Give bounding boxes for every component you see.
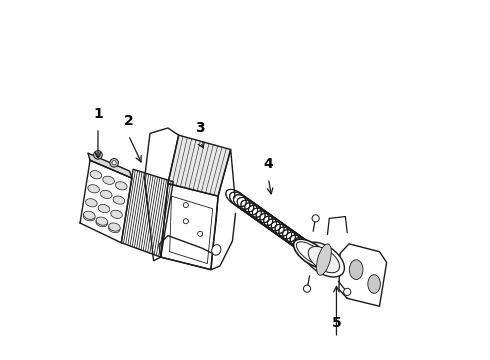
Circle shape	[197, 231, 203, 236]
Ellipse shape	[303, 242, 344, 277]
Polygon shape	[145, 128, 179, 261]
Ellipse shape	[349, 260, 363, 279]
Circle shape	[312, 215, 319, 222]
Ellipse shape	[84, 211, 95, 219]
Ellipse shape	[113, 196, 124, 204]
Ellipse shape	[98, 204, 110, 213]
Ellipse shape	[317, 244, 331, 275]
Ellipse shape	[111, 210, 122, 219]
Circle shape	[112, 161, 116, 165]
Text: 4: 4	[264, 157, 273, 171]
Polygon shape	[161, 184, 218, 270]
Ellipse shape	[86, 199, 97, 207]
Polygon shape	[80, 160, 132, 243]
Ellipse shape	[294, 239, 329, 268]
Text: 2: 2	[123, 114, 133, 128]
Ellipse shape	[116, 182, 127, 190]
Text: 3: 3	[196, 121, 205, 135]
Ellipse shape	[212, 245, 221, 255]
Polygon shape	[88, 153, 132, 178]
Circle shape	[343, 288, 351, 296]
Ellipse shape	[109, 223, 120, 231]
Ellipse shape	[108, 225, 120, 233]
Text: 1: 1	[93, 107, 103, 121]
Circle shape	[110, 158, 119, 167]
Ellipse shape	[368, 275, 380, 293]
Polygon shape	[159, 235, 216, 270]
Polygon shape	[339, 244, 387, 306]
Ellipse shape	[88, 185, 99, 193]
Polygon shape	[229, 188, 311, 256]
Polygon shape	[122, 169, 173, 257]
Text: 5: 5	[332, 316, 342, 330]
Circle shape	[183, 203, 188, 208]
Ellipse shape	[308, 247, 340, 273]
Ellipse shape	[83, 213, 95, 221]
Ellipse shape	[96, 217, 108, 225]
Ellipse shape	[96, 219, 107, 227]
Ellipse shape	[90, 171, 102, 179]
Circle shape	[183, 219, 188, 224]
Ellipse shape	[296, 242, 326, 265]
Ellipse shape	[103, 176, 114, 184]
Circle shape	[94, 150, 102, 159]
Circle shape	[96, 153, 100, 157]
Polygon shape	[211, 149, 236, 270]
Circle shape	[303, 285, 311, 292]
Ellipse shape	[100, 190, 112, 198]
Polygon shape	[168, 135, 231, 196]
